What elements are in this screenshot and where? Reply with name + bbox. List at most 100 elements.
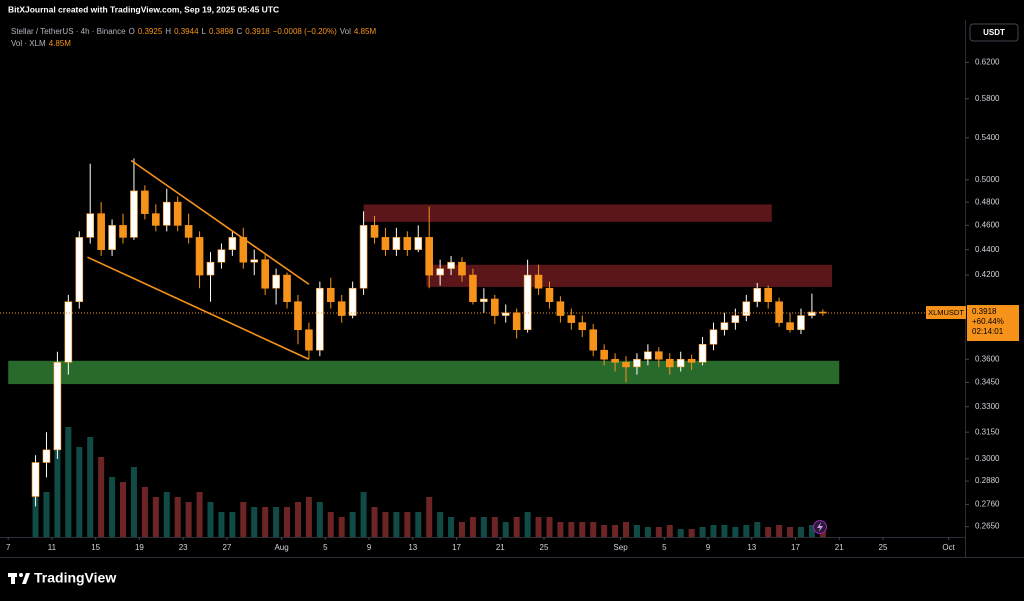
trendline <box>130 159 310 285</box>
candle-body <box>436 268 444 276</box>
volume-bar <box>633 525 640 537</box>
price-tag-countdown: 02:14:01 <box>972 327 1004 336</box>
volume-bar <box>327 512 334 537</box>
x-tick-label: Oct <box>942 543 955 552</box>
volume-bar <box>229 512 236 537</box>
candle-body <box>611 358 619 363</box>
y-tick-label: 0.3300 <box>975 402 1000 411</box>
volume-bar <box>787 527 794 537</box>
volume-bar <box>262 507 269 537</box>
volume-bar <box>316 502 323 537</box>
volume-bar <box>393 512 400 537</box>
candle-body <box>141 190 149 214</box>
volume-bar <box>360 492 367 537</box>
candle-body <box>545 287 554 303</box>
candle-body <box>797 315 805 331</box>
x-tick-label: 21 <box>835 543 844 552</box>
volume-bar <box>579 522 586 537</box>
candle-body <box>370 225 379 238</box>
candle-body <box>480 298 488 303</box>
price-tag-symbol-box <box>926 306 966 320</box>
candle-body <box>97 213 105 250</box>
x-tick-label: 21 <box>496 543 505 552</box>
candle-body <box>687 358 696 363</box>
candle-body <box>75 237 84 303</box>
candle-body <box>709 329 718 345</box>
volume-bar <box>448 517 455 537</box>
candle-body <box>414 237 423 250</box>
x-tick-label: 5 <box>323 543 328 552</box>
volume-bar <box>732 527 739 537</box>
volume-bar <box>655 527 662 537</box>
volume-bar <box>284 507 291 537</box>
candle-body <box>775 301 783 323</box>
volume-bar <box>644 527 651 537</box>
candle-body <box>228 237 237 250</box>
currency-box[interactable] <box>969 23 1019 42</box>
candle-body <box>359 225 368 289</box>
candle-body <box>469 274 477 303</box>
candle-body <box>316 287 324 351</box>
candle-body <box>523 274 532 331</box>
volume-bar <box>524 512 531 537</box>
volume-bar <box>349 512 356 537</box>
x-tick-label: 17 <box>452 543 461 552</box>
candle-body <box>556 301 565 316</box>
candle-body <box>337 301 346 316</box>
volume-bar <box>163 492 170 537</box>
volume-bar <box>32 497 39 537</box>
legend-row: Stellar / TetherUS · 4h · Binance O 0.3925… <box>11 27 376 36</box>
x-tick-label: 25 <box>879 543 888 552</box>
x-tick-label: 7 <box>6 543 11 552</box>
ohlc-key: H <box>165 27 171 36</box>
candle-body <box>655 351 663 360</box>
candle-body <box>501 312 510 316</box>
candle-body <box>206 261 215 276</box>
y-tick-label: 0.5800 <box>975 94 1000 103</box>
candle-body <box>633 358 641 368</box>
y-tick-label: 0.2650 <box>975 522 1000 531</box>
volume-bar <box>776 525 783 537</box>
x-tick-label: Aug <box>274 543 288 552</box>
volume-bar <box>590 522 597 537</box>
x-tick-label: 23 <box>179 543 188 552</box>
candle-body <box>808 311 816 316</box>
volume-bar <box>513 517 520 537</box>
candle-body <box>589 329 598 351</box>
volume-bar <box>797 527 804 537</box>
volume-bar <box>130 467 137 537</box>
ohlc-key: L <box>202 27 207 36</box>
candle-body <box>512 312 521 331</box>
volume-bar <box>612 525 619 537</box>
candle-body <box>108 225 116 250</box>
volume-bar <box>535 517 542 537</box>
candle-body <box>42 449 51 463</box>
ohlc-value: 0.3944 <box>174 27 199 36</box>
candle-body <box>698 344 707 363</box>
candle-body <box>31 462 40 497</box>
volume-bar <box>623 522 630 537</box>
zone <box>8 360 840 385</box>
y-tick-label: 0.5400 <box>975 133 1000 142</box>
candle-body <box>86 213 95 238</box>
volume-bar <box>43 492 50 537</box>
volume-bar <box>185 502 192 537</box>
candle-body <box>764 287 772 303</box>
legend-row: Vol · XLM 4.85M <box>11 39 71 48</box>
volume-bar <box>754 522 761 537</box>
candle-body <box>53 362 62 451</box>
volume-bar <box>469 517 476 537</box>
volume-bar <box>721 525 728 537</box>
candle-body <box>600 349 608 360</box>
volume-bar <box>251 507 258 537</box>
candle-body <box>250 259 259 263</box>
volume-bar <box>743 525 750 537</box>
candle-body <box>458 261 466 276</box>
candle-body <box>130 190 138 238</box>
candle-body <box>753 287 762 303</box>
candle-body <box>173 201 182 226</box>
alert-bolt <box>817 522 823 532</box>
volume-bar <box>502 522 509 537</box>
candle-body <box>283 274 291 303</box>
